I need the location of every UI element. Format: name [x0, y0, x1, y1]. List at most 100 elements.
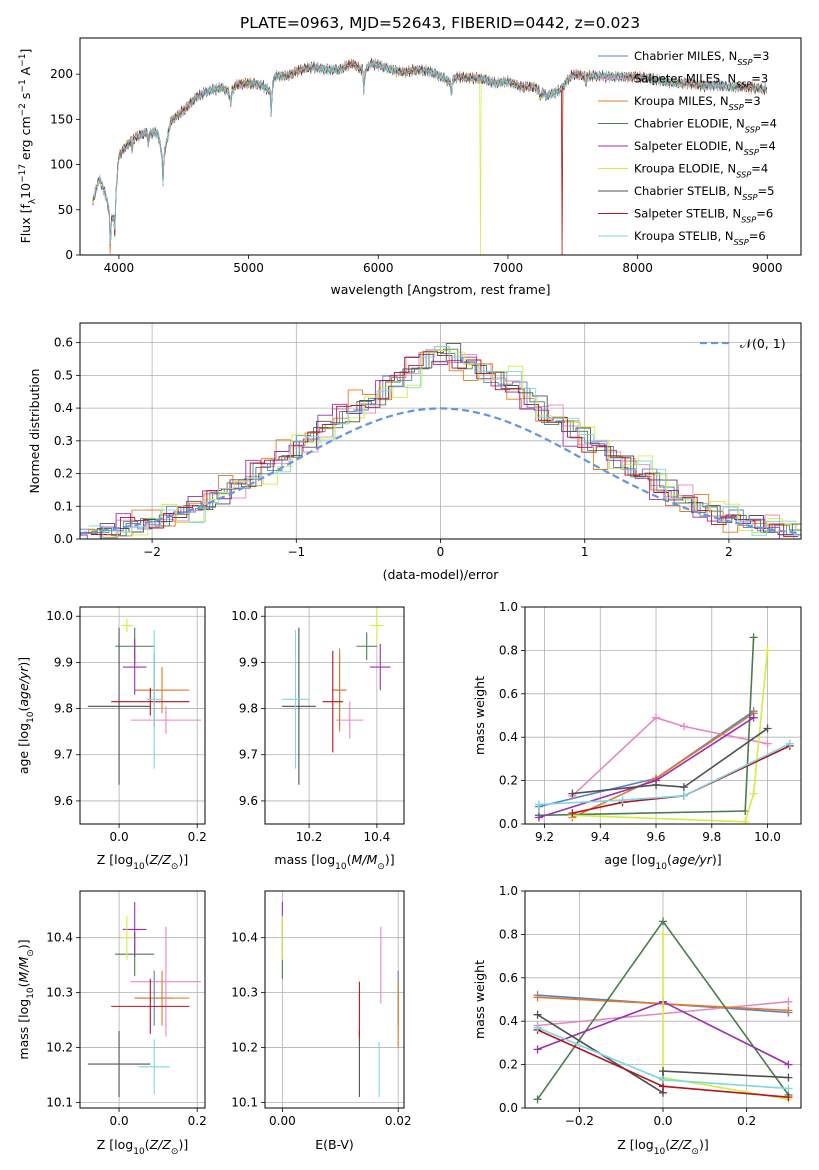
y-tick-label: 10.2: [46, 1041, 73, 1055]
x-tick-label: 1: [581, 545, 589, 559]
legend-label: Chabrier MILES, NSSP=3: [634, 49, 769, 67]
y-tick-label: 50: [58, 203, 73, 217]
y-tick-label: 0.6: [499, 687, 518, 701]
y-tick-label: 10.3: [46, 986, 73, 1000]
weight-lines: [534, 633, 794, 824]
y-tick-label: 9.7: [54, 748, 73, 762]
y-axis-label: mass weight: [472, 960, 487, 1039]
x-tick-label: 8000: [622, 261, 653, 275]
weight-marker-chabrier-stelib: [784, 1073, 793, 1082]
x-tick-label: 9.4: [591, 830, 610, 844]
x-tick-label: 9.8: [702, 830, 721, 844]
weight-marker-chabrier-stelib: [652, 780, 661, 789]
x-tick-label: 10.0: [754, 830, 781, 844]
y-tick-label: 9.9: [239, 655, 258, 669]
figure-title: PLATE=0963, MJD=52643, FIBERID=0442, z=0…: [240, 14, 640, 32]
y-tick-label: 10.1: [46, 1096, 73, 1110]
y-tick-label: 0.2: [499, 774, 518, 788]
histogram-salpeter-stelib: [80, 351, 799, 538]
x-tick-label: 9000: [752, 261, 783, 275]
y-tick-label: 10.0: [231, 609, 258, 623]
x-tick-label: 6000: [363, 261, 394, 275]
x-tick-label: 2: [725, 545, 733, 559]
axes-frame: [79, 890, 206, 1109]
x-tick-label: 0.2: [188, 830, 207, 844]
weight-line-kroupa-stelib: [538, 742, 791, 806]
error-bars: [87, 618, 202, 785]
legend-label: Chabrier ELODIE, NSSP=4: [634, 117, 777, 135]
legend-label: Chabrier STELIB, NSSP=5: [634, 184, 774, 202]
y-tick-label: 9.8: [239, 702, 258, 716]
weight-marker-kroupa-stelib: [785, 739, 794, 748]
y-tick-label: 100: [50, 158, 73, 172]
axes-frame: [79, 322, 802, 540]
x-axis-label: (data-model)/error: [383, 567, 500, 582]
y-tick-label: 0.5: [54, 368, 73, 382]
legend-label: Kroupa MILES, NSSP=3: [634, 94, 761, 112]
y-tick-label: 0.4: [499, 1014, 518, 1028]
x-tick-label: 0.2: [737, 1114, 756, 1128]
histogram-steps: [80, 343, 801, 539]
spectrum-line-kroupa-stelib: [92, 58, 768, 244]
legend-label: Kroupa STELIB, NSSP=6: [634, 229, 766, 247]
y-tick-label: 9.6: [54, 794, 73, 808]
weight-marker-salpeter-miles: [763, 739, 772, 748]
axes-frame: [79, 606, 206, 825]
weight-marker-salpeter-miles: [652, 713, 661, 722]
x-axis-label: wavelength [Angstrom, rest frame]: [330, 282, 550, 297]
spectrum-lines: [92, 58, 768, 255]
mass-vs-metallicity-panel: 0.0 0.2 10.1 10.2 10.3 10.4 Z [log10(Z/Z⊙)] mas…: [16, 890, 207, 1157]
weight-marker-chabrier-elodie: [749, 633, 758, 642]
y-tick-label: 10.2: [231, 1041, 258, 1055]
weight-lines: [533, 917, 793, 1104]
x-tick-label: −0.2: [565, 1114, 594, 1128]
x-axis-label: mass [log10(M/M⊙)]: [274, 852, 394, 872]
residual-histogram-panel: −2 −1 0 1 2 0.0 0.1 0.2 0.3 0.4 0.5 0.6 (data-model)…: [27, 322, 802, 582]
error-bars: [281, 901, 399, 1098]
mass-vs-ebv-panel: 0.00 0.02 10.1 10.2 10.3 10.4 E(B-V): [231, 890, 412, 1152]
x-tick-label: 7000: [493, 261, 524, 275]
x-tick-label: −2: [143, 545, 161, 559]
y-tick-label: 0.2: [54, 467, 73, 481]
x-tick-label: −1: [287, 545, 305, 559]
y-axis-label: Normed distribution: [27, 369, 42, 494]
y-tick-label: 150: [50, 112, 73, 126]
weight-marker-kroupa-elodie: [763, 646, 772, 655]
y-axis-label: mass weight: [472, 676, 487, 755]
weight-marker-kroupa-stelib: [618, 796, 627, 805]
weight-marker-chabrier-elodie: [533, 1095, 542, 1104]
x-tick-label: 0: [437, 545, 445, 559]
spectrum-line-kroupa-elodie: [92, 58, 768, 255]
weight-marker-kroupa-miles: [533, 993, 542, 1002]
x-tick-label: 0.0: [110, 830, 129, 844]
weight-marker-chabrier-stelib: [763, 724, 772, 733]
mass-weight-vs-age-panel: 9.2 9.4 9.6 9.8 10.0 0.0 0.2 0.4 0.6 0.8 1.0 age [l…: [472, 600, 802, 872]
axes-frame: [264, 606, 405, 825]
y-tick-label: 0.0: [499, 817, 518, 831]
weight-marker-kroupa-stelib: [534, 800, 543, 809]
y-tick-label: 0.8: [499, 927, 518, 941]
x-tick-label: 4000: [104, 261, 135, 275]
y-tick-label: 0.1: [54, 499, 73, 513]
y-tick-label: 9.9: [54, 655, 73, 669]
weight-marker-salpeter-stelib: [568, 809, 577, 818]
x-tick-label: 5000: [233, 261, 264, 275]
y-tick-label: 0.2: [499, 1058, 518, 1072]
y-tick-label: 0.6: [54, 336, 73, 350]
mass-weight-vs-metallicity-panel: −0.2 0.0 0.2 0.0 0.2 0.4 0.6 0.8 1.0 Z [log10(Z/Z…: [472, 884, 802, 1157]
error-bars: [281, 607, 391, 785]
legend-label: Salpeter ELODIE, NSSP=4: [634, 139, 776, 157]
y-tick-label: 1.0: [499, 600, 518, 614]
age-vs-mass-panel: 10.2 10.4 9.6 9.7 9.8 9.9 10.0 mass [log10(M/M⊙…: [231, 606, 405, 872]
weight-marker-salpeter-elodie: [534, 813, 543, 822]
weight-marker-kroupa-elodie: [741, 817, 750, 824]
y-tick-label: 9.8: [54, 702, 73, 716]
x-axis-label: Z [log10(Z/Z⊙)]: [97, 852, 188, 872]
weight-marker-salpeter-miles: [784, 997, 793, 1006]
y-axis-label: Flux [fλ10−17 erg cm−2 s−1 A−1]: [18, 49, 38, 244]
weight-marker-kroupa-stelib: [659, 1075, 667, 1084]
legend-label: Salpeter STELIB, NSSP=6: [634, 207, 773, 225]
spectrum-line-salpeter-stelib: [92, 59, 768, 255]
spectrum-panel: 4000 5000 6000 7000 8000 9000 0 50 100 150 200 wave…: [18, 37, 802, 297]
